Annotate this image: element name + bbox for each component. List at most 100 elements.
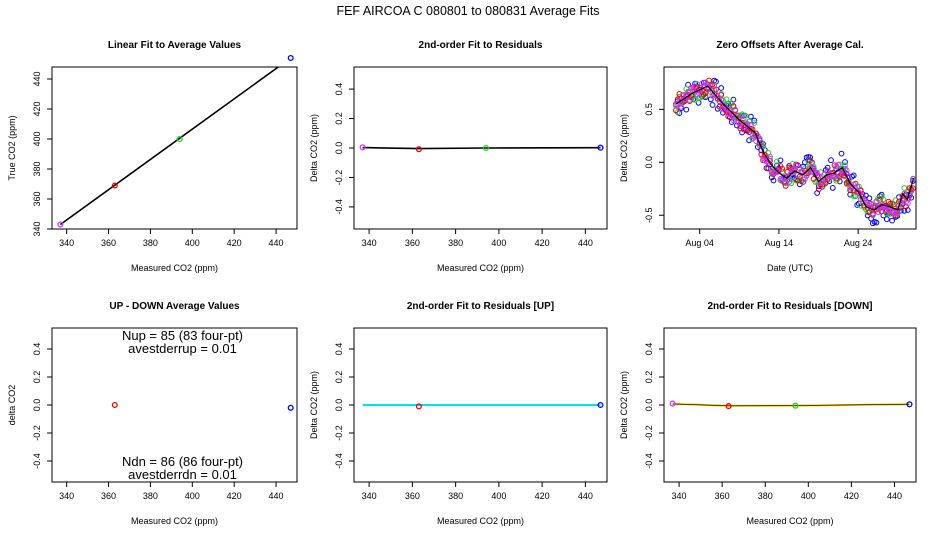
chart3: Zero Offsets After Average Cal. Aug 04 Aug… bbox=[619, 40, 917, 273]
chart6-point-blue bbox=[906, 401, 913, 408]
chart2-xtick-label: 360 bbox=[405, 238, 420, 248]
chart4-xtick-label: 340 bbox=[59, 491, 74, 501]
chart3-point-purple bbox=[692, 83, 698, 90]
chart1-xtick-label: 340 bbox=[59, 238, 74, 248]
chart3-point-purple bbox=[788, 170, 794, 177]
chart3-point-blue bbox=[748, 113, 754, 120]
chart3-point-red bbox=[890, 201, 897, 208]
chart3-point-blue bbox=[889, 217, 895, 224]
chart2-xtick-label: 420 bbox=[535, 238, 550, 248]
chart3-point-purple bbox=[824, 168, 831, 174]
chart2-ytick-label: 0.4 bbox=[334, 83, 344, 96]
chart3-point-blue bbox=[770, 177, 777, 184]
chart2-ytick-label: -0.2 bbox=[334, 170, 344, 186]
chart2-xlabel: Measured CO2 (ppm) bbox=[437, 263, 524, 273]
chart3-point-red bbox=[673, 107, 679, 114]
chart1-point-purple bbox=[57, 221, 64, 228]
chart6-ylabel: Delta CO2 (ppm) bbox=[619, 371, 629, 439]
chart6-xtick-label: 440 bbox=[887, 491, 902, 501]
chart3-point-purple bbox=[711, 87, 718, 93]
chart3-point-blue bbox=[777, 157, 784, 164]
chart3-point-green bbox=[880, 196, 887, 203]
chart2-ytick-label: 0.0 bbox=[334, 142, 344, 155]
chart3-point-green bbox=[850, 193, 857, 200]
chart2-point-red bbox=[415, 146, 422, 153]
chart4-ytick-label: 0.0 bbox=[32, 399, 42, 412]
chart3-point-purple bbox=[739, 113, 745, 120]
chart3-point-purple bbox=[908, 188, 915, 195]
chart5-xtick-label: 420 bbox=[535, 491, 550, 501]
chart3-point-purple bbox=[819, 179, 826, 186]
chart3-point-purple bbox=[835, 161, 841, 168]
chart3-point-purple bbox=[702, 79, 709, 86]
chart4-annotation-avestderrdn: avestderrdn = 0.01 bbox=[128, 467, 237, 482]
chart3-point-red bbox=[843, 180, 850, 186]
chart5-xtick-label: 340 bbox=[362, 491, 377, 501]
chart3-point-purple bbox=[678, 103, 684, 110]
chart3-point-green bbox=[878, 193, 885, 200]
chart3-trend-line bbox=[675, 85, 915, 211]
chart4-ytick-label: 0.2 bbox=[32, 371, 42, 384]
chart3-point-purple bbox=[693, 91, 700, 98]
chart3-point-red bbox=[800, 179, 807, 185]
chart3-point-purple bbox=[899, 196, 906, 203]
chart3-point-purple bbox=[713, 91, 719, 98]
chart3-ytick-label: 0.5 bbox=[644, 103, 654, 116]
chart5-point-blue bbox=[597, 401, 604, 409]
chart3-point-purple bbox=[815, 173, 822, 180]
chart6-ytick-label: -0.2 bbox=[644, 425, 654, 441]
chart3-point-red bbox=[725, 113, 732, 120]
chart3-point-purple bbox=[793, 162, 800, 169]
chart1-title: Linear Fit to Average Values bbox=[108, 40, 242, 51]
chart5-xtick-label: 400 bbox=[491, 491, 506, 501]
chart3-point-purple bbox=[680, 92, 686, 99]
chart3-point-green bbox=[774, 158, 780, 165]
chart5-point-red bbox=[415, 403, 422, 410]
chart3-title: Zero Offsets After Average Cal. bbox=[716, 40, 863, 51]
chart4-xlabel: Measured CO2 (ppm) bbox=[131, 516, 218, 526]
chart3-ytick-label: 0.0 bbox=[644, 156, 654, 169]
chart3-point-blue bbox=[838, 150, 845, 157]
chart3-point-red bbox=[887, 200, 894, 207]
chart1-ytick-label: 340 bbox=[32, 221, 42, 236]
chart3-point-red bbox=[737, 125, 744, 132]
chart3-point-purple bbox=[833, 163, 840, 170]
chart3-point-blue bbox=[718, 85, 725, 91]
chart1-ytick-label: 440 bbox=[32, 71, 42, 86]
chart5: 2nd-order Fit to Residuals [UP] 340 360 380… bbox=[309, 301, 608, 526]
chart3-point-red bbox=[870, 210, 876, 217]
chart1-xlabel: Measured CO2 (ppm) bbox=[131, 263, 218, 273]
chart3-point-purple bbox=[870, 212, 876, 219]
chart3-point-purple bbox=[775, 168, 782, 175]
chart1-point-blue bbox=[287, 54, 294, 62]
chart3-point-purple bbox=[814, 170, 820, 176]
chart6-point-purple bbox=[669, 400, 676, 407]
chart3-point-blue bbox=[728, 119, 735, 125]
chart6-xtick-label: 340 bbox=[672, 491, 687, 501]
chart3-point-purple bbox=[786, 179, 793, 185]
chart1-ytick-label: 420 bbox=[32, 101, 42, 116]
chart5-ytick-label: -0.4 bbox=[334, 453, 344, 469]
chart3-point-purple bbox=[686, 97, 693, 103]
chart3-point-red bbox=[709, 81, 716, 88]
chart6-ytick-label: 0.4 bbox=[644, 343, 654, 356]
chart3-point-red bbox=[810, 176, 817, 182]
chart3-point-purple bbox=[904, 200, 911, 207]
chart5-xtick-label: 380 bbox=[448, 491, 463, 501]
chart1-point-green bbox=[176, 135, 183, 143]
chart3-point-purple bbox=[676, 98, 683, 104]
chart3-point-green bbox=[739, 111, 745, 118]
chart3-point-green bbox=[697, 94, 704, 101]
chart4-xtick-label: 420 bbox=[227, 491, 242, 501]
chart5-ytick-label: -0.2 bbox=[334, 425, 344, 441]
chart3-point-blue bbox=[828, 157, 834, 164]
chart4-xtick-label: 360 bbox=[101, 491, 116, 501]
chart1-plot-area bbox=[59, 67, 280, 226]
chart5-ytick-label: 0.0 bbox=[334, 399, 344, 412]
chart4-annotation-ndn: Ndn = 86 (86 four-pt) bbox=[122, 454, 243, 469]
chart6: 2nd-order Fit to Residuals [DOWN] 340 360 3… bbox=[619, 301, 917, 526]
chart2-plot-area bbox=[362, 146, 601, 150]
chart4-title: UP - DOWN Average Values bbox=[109, 301, 240, 312]
chart3-point-purple bbox=[714, 93, 721, 100]
chart5-ytick-label: 0.4 bbox=[334, 343, 344, 356]
